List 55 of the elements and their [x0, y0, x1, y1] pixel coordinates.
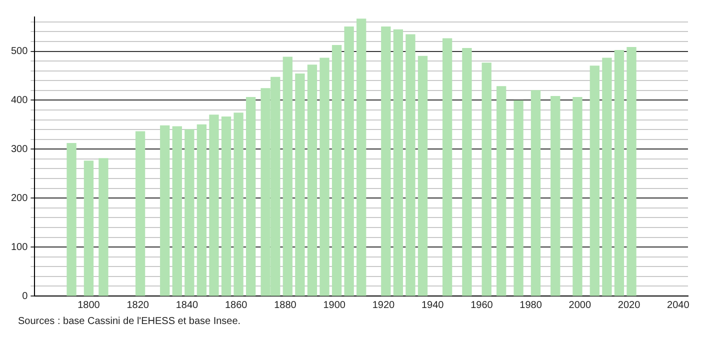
- x-tick-label: 1900: [323, 300, 346, 311]
- bar: [246, 96, 256, 296]
- bar: [209, 114, 219, 296]
- bar: [320, 58, 330, 296]
- y-tick-label: 0: [22, 290, 28, 302]
- bar: [135, 131, 146, 296]
- bar: [84, 160, 94, 296]
- x-tick-label: 2020: [618, 300, 641, 311]
- bar: [462, 48, 472, 296]
- x-tick-label: 1880: [274, 300, 297, 311]
- bar: [550, 96, 560, 296]
- bar: [282, 56, 292, 296]
- bar: [344, 26, 354, 296]
- bar: [295, 73, 305, 296]
- x-tick-label: 1920: [372, 300, 396, 311]
- x-tick-label: 2040: [667, 300, 690, 311]
- bar: [98, 158, 108, 296]
- y-tick-label: 100: [10, 242, 28, 253]
- x-tick-label: 2000: [568, 300, 592, 311]
- bar: [602, 58, 612, 296]
- source-note: Sources : base Cassini de l'EHESS et base Insee.: [18, 316, 242, 327]
- bar: [234, 112, 244, 296]
- bar: [160, 125, 170, 296]
- bar: [172, 126, 182, 296]
- bar: [184, 129, 194, 296]
- bar: [356, 18, 366, 296]
- x-tick-label: 1960: [470, 300, 494, 311]
- bar: [381, 26, 391, 296]
- x-tick-label: 1840: [176, 300, 199, 311]
- x-tick-label: 1860: [224, 300, 248, 311]
- y-tick-label: 300: [10, 144, 28, 155]
- x-tick-label: 1980: [520, 300, 542, 311]
- bar: [496, 86, 506, 296]
- y-tick-label: 500: [10, 46, 28, 58]
- bar: [514, 100, 524, 296]
- bar: [572, 96, 582, 296]
- bar: [307, 64, 318, 296]
- bar: [442, 38, 452, 296]
- bar: [614, 50, 624, 296]
- bar: [626, 47, 636, 296]
- bar: [406, 34, 416, 296]
- x-tick-label: 1800: [78, 300, 100, 311]
- bar: [221, 116, 232, 296]
- bar: [66, 142, 76, 296]
- bar: [418, 56, 428, 296]
- x-tick-label: 1940: [421, 300, 444, 311]
- y-tick-label: 200: [10, 192, 28, 204]
- bar: [332, 45, 342, 296]
- bar: [590, 66, 600, 296]
- bar: [393, 29, 404, 296]
- y-tick-label: 400: [10, 94, 28, 106]
- bar: [530, 90, 541, 296]
- x-tick-label: 1820: [126, 300, 150, 311]
- bar: [482, 62, 492, 296]
- bar: [196, 124, 207, 296]
